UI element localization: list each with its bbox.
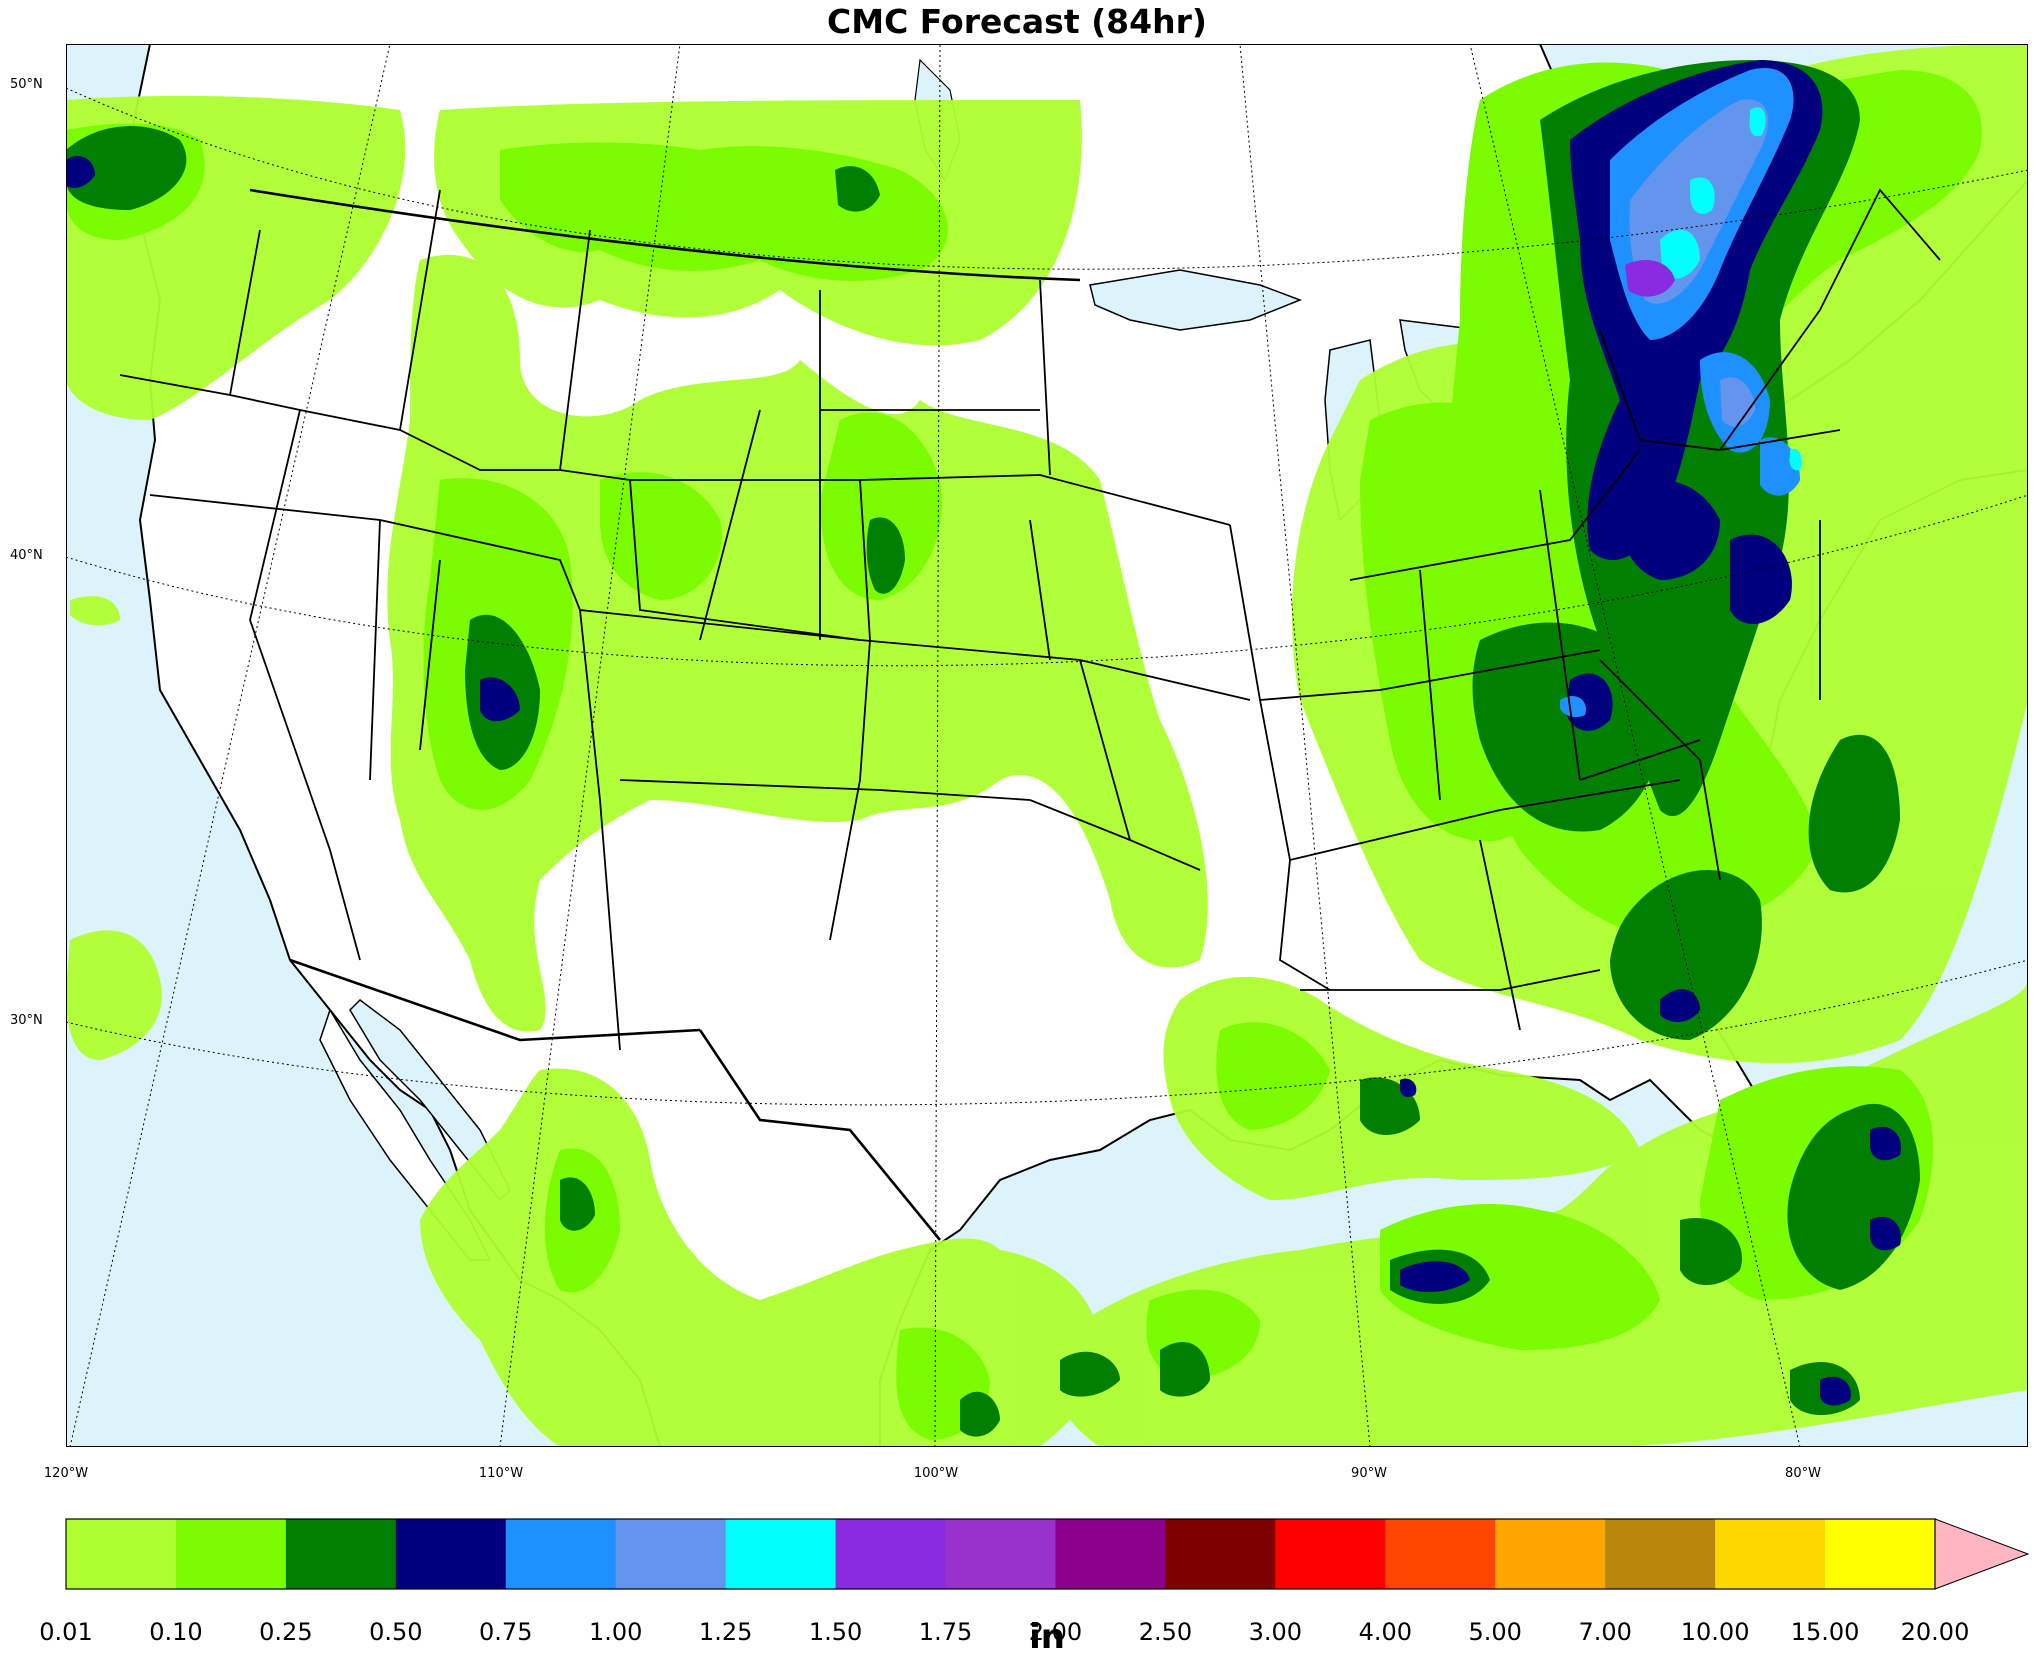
- lat-label-40: 40°N: [10, 548, 43, 563]
- colorbar-swatch: [1055, 1519, 1166, 1589]
- colorbar-swatch: [1825, 1519, 1936, 1589]
- colorbar-swatch: [1605, 1519, 1716, 1589]
- colorbar-swatch: [1715, 1519, 1826, 1589]
- colorbar-tick-label: 0.25: [259, 1618, 313, 1646]
- colorbar-tick-label: 7.00: [1578, 1618, 1632, 1646]
- lon-label-90w: 90°W: [1351, 1466, 1387, 1481]
- colorbar-swatch: [285, 1519, 397, 1589]
- lon-label-80w: 80°W: [1785, 1466, 1821, 1481]
- colorbar-swatch: [505, 1519, 617, 1589]
- graticule: [66, 44, 2028, 1447]
- page-title: CMC Forecast (84hr): [827, 2, 1207, 41]
- colorbar-tick-label: 1.50: [808, 1618, 863, 1646]
- colorbar-swatch: [1495, 1519, 1606, 1589]
- lon-label-100w: 100°W: [913, 1466, 959, 1481]
- precip-1.50: [1625, 260, 1675, 297]
- colorbar-swatch: [1165, 1519, 1276, 1589]
- colorbar-swatch: [615, 1519, 727, 1589]
- colorbar: [65, 1518, 2030, 1590]
- colorbar-tick-label: 20.00: [1900, 1618, 1970, 1646]
- colorbar-tick-label: 10.00: [1680, 1618, 1750, 1646]
- colorbar-tick-label: 5.00: [1468, 1618, 1522, 1646]
- colorbar-swatch: [395, 1519, 507, 1589]
- colorbar-tick-label: 0.75: [479, 1618, 533, 1646]
- colorbar-tick-label: 0.50: [369, 1618, 423, 1646]
- lon-label-110w: 110°W: [478, 1466, 524, 1481]
- colorbar-tick-label: 1.25: [698, 1618, 753, 1646]
- colorbar-tick-label: 0.01: [39, 1618, 93, 1646]
- colorbar-swatch: [66, 1519, 177, 1589]
- lat-label-30: 30°N: [10, 1013, 43, 1028]
- colorbar-swatch: [1385, 1519, 1496, 1589]
- colorbar-tick-label: 3.00: [1248, 1618, 1303, 1646]
- colorbar-frame: [65, 1518, 1936, 1590]
- colorbar-swatch: [175, 1519, 287, 1589]
- political-borders: [119, 188, 1941, 1241]
- colorbar-swatch: [1275, 1519, 1386, 1589]
- colorbar-tick-label: 2.50: [1138, 1618, 1193, 1646]
- colorbar-tick-label: 4.00: [1358, 1618, 1412, 1646]
- colorbar-tick-label: 1.00: [588, 1618, 643, 1646]
- colorbar-extend-triangle: [1934, 1518, 2030, 1590]
- precipitation-map: [66, 44, 2028, 1447]
- colorbar-unit-label: in: [1029, 1617, 1065, 1657]
- colorbar-tick-label: 2.00: [1028, 1618, 1083, 1646]
- precip-1.25: [1660, 107, 1802, 471]
- lat-label-50: 50°N: [10, 77, 43, 92]
- colorbar-tick-label: 0.10: [149, 1618, 203, 1646]
- colorbar-tick-label: 1.75: [918, 1618, 973, 1646]
- colorbar-swatch: [835, 1519, 947, 1589]
- colorbar-swatch: [725, 1519, 837, 1589]
- colorbar-swatch: [945, 1519, 1056, 1589]
- lon-label-120w: 120°W: [43, 1466, 89, 1481]
- colorbar-tick-label: 15.00: [1790, 1618, 1860, 1646]
